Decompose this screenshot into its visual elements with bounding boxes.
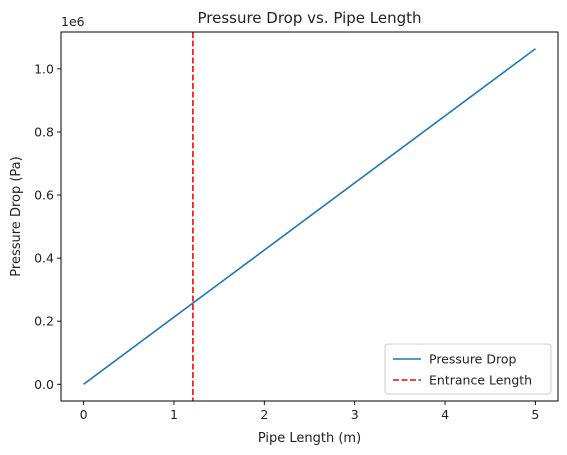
legend-entry-label: Pressure Drop (429, 352, 516, 367)
x-tick-label: 4 (441, 407, 449, 422)
y-axis-label: Pressure Drop (Pa) (9, 156, 24, 276)
legend-box (384, 343, 552, 395)
plot-marks (83, 32, 536, 401)
y-tick-label: 0.4 (34, 251, 54, 266)
y-axis-ticks: 0.0 0.2 0.4 0.6 0.8 1.0 (34, 61, 61, 392)
x-tick-label: 3 (351, 407, 359, 422)
y-tick-label: 0.0 (34, 377, 54, 392)
y-tick-label: 0.8 (34, 124, 54, 139)
x-tick-label: 1 (170, 407, 178, 422)
x-axis-ticks: 0 1 2 3 4 5 (80, 401, 539, 422)
plot-area-frame (60, 31, 559, 402)
x-tick-label: 2 (260, 407, 268, 422)
x-tick-label: 0 (80, 407, 88, 422)
y-tick-label: 0.2 (34, 314, 54, 329)
x-axis-label: Pipe Length (m) (258, 431, 361, 446)
chart-title: Pressure Drop vs. Pipe Length (197, 9, 421, 27)
y-tick-label: 0.6 (34, 188, 54, 203)
y-tick-label: 1.0 (34, 61, 54, 76)
legend: Pressure Drop Entrance Length (384, 343, 552, 395)
x-tick-label: 5 (531, 407, 539, 422)
pressure-drop-line (83, 48, 536, 385)
legend-entry-label: Entrance Length (429, 373, 532, 388)
y-axis-offset-label: 1e6 (61, 14, 85, 29)
